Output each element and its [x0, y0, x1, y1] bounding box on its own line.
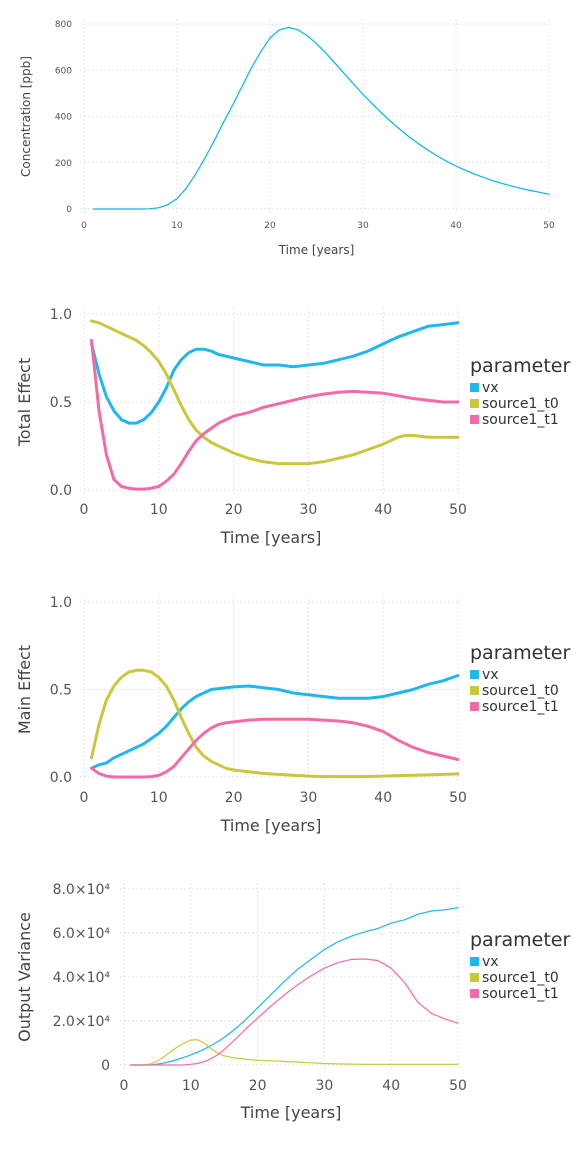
y-tick-label: 400: [55, 113, 72, 123]
y-tick-label: 200: [55, 159, 72, 169]
x-tick-label: 0: [81, 221, 87, 231]
x-tick-label: 0: [80, 790, 89, 806]
y-tick-label: 4.0×10⁴: [53, 970, 111, 986]
legend-item-label: source1_t1: [482, 412, 559, 428]
x-tick-label: 20: [225, 502, 243, 518]
legend-item-label: source1_t1: [482, 699, 559, 715]
x-tick-label: 10: [150, 502, 168, 518]
x-tick-label: 10: [150, 790, 168, 806]
x-tick-label: 50: [449, 502, 467, 518]
series-line-source1-t0: [130, 1039, 459, 1066]
x-tick-label: 40: [382, 1078, 400, 1094]
x-tick-label: 30: [357, 221, 369, 231]
series-line-source1-t1: [90, 717, 460, 779]
series-line: [92, 26, 550, 210]
legend-title: parameter: [470, 355, 570, 377]
series-line-vx: [130, 907, 459, 1066]
x-tick-label: 30: [299, 790, 317, 806]
x-tick-label: 50: [449, 1078, 467, 1094]
y-tick-label: 0: [66, 205, 72, 215]
legend-item-label: source1_t1: [482, 986, 559, 1002]
legend-swatch: [470, 670, 479, 679]
x-axis-label: Time [years]: [240, 1103, 342, 1122]
x-tick-label: 40: [374, 790, 392, 806]
legend-swatch: [470, 383, 479, 392]
y-tick-label: 6.0×10⁴: [53, 926, 111, 942]
y-tick-label: 0.5: [50, 395, 72, 411]
y-tick-label: 0.0: [50, 483, 72, 499]
y-axis-label: Concentration [ppb]: [19, 56, 33, 177]
legend-swatch: [470, 399, 479, 408]
x-axis-label: Time [years]: [220, 816, 322, 835]
x-axis-label: Time [years]: [278, 243, 355, 257]
x-tick-label: 0: [120, 1078, 129, 1094]
x-tick-label: 40: [374, 502, 392, 518]
x-tick-label: 50: [449, 790, 467, 806]
legend-item-label: source1_t0: [482, 396, 559, 412]
series-line-vx: [90, 321, 460, 425]
legend-item-label: vx: [482, 380, 499, 396]
y-tick-label: 1.0: [50, 307, 72, 323]
x-tick-label: 20: [264, 221, 276, 231]
y-axis-label: Main Effect: [15, 645, 34, 734]
x-tick-label: 10: [182, 1078, 200, 1094]
legend-swatch: [470, 415, 479, 424]
legend-swatch: [470, 973, 479, 982]
x-tick-label: 0: [80, 502, 89, 518]
series-line-source1-t1: [130, 958, 459, 1066]
legend-item-label: source1_t0: [482, 683, 559, 699]
series-line-source1-t1: [90, 338, 460, 491]
legend-swatch: [470, 686, 479, 695]
legend-swatch: [470, 989, 479, 998]
x-tick-label: 40: [450, 221, 462, 231]
x-axis-label: Time [years]: [220, 528, 322, 547]
y-tick-label: 2.0×10⁴: [53, 1014, 111, 1030]
y-tick-label: 0.5: [50, 683, 72, 699]
series-line-source1-t0: [90, 668, 460, 779]
y-tick-label: 0: [101, 1058, 110, 1074]
y-tick-label: 800: [55, 20, 72, 30]
legend-title: parameter: [470, 642, 570, 664]
y-tick-label: 0.0: [50, 770, 72, 786]
y-tick-label: 600: [55, 66, 72, 76]
x-tick-label: 20: [249, 1078, 267, 1094]
x-tick-label: 30: [299, 502, 317, 518]
x-tick-label: 30: [315, 1078, 333, 1094]
x-tick-label: 10: [171, 221, 183, 231]
legend-swatch: [470, 957, 479, 966]
legend-item-label: source1_t0: [482, 970, 559, 986]
x-tick-label: 50: [543, 221, 555, 231]
legend-swatch: [470, 702, 479, 711]
y-tick-label: 8.0×10⁴: [53, 882, 111, 898]
x-tick-label: 20: [225, 790, 243, 806]
legend-item-label: vx: [482, 954, 499, 970]
series-line-source1-t0: [90, 319, 460, 466]
y-tick-label: 1.0: [50, 595, 72, 611]
legend-item-label: vx: [482, 667, 499, 683]
legend-title: parameter: [470, 929, 570, 951]
y-axis-label: Total Effect: [15, 358, 34, 448]
y-axis-label: Output Variance: [15, 912, 34, 1042]
series-line-vx: [90, 674, 460, 770]
